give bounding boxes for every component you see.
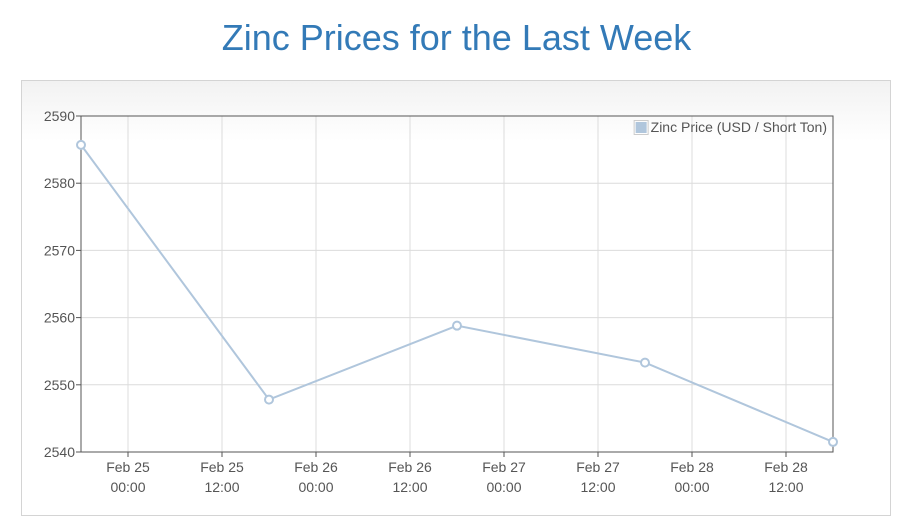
- y-tick-label: 2550: [44, 377, 75, 393]
- y-axis-ticks: 2540 2550 2560 2570 2580 2590: [44, 108, 81, 460]
- x-axis-ticks: Feb 25 00:00 Feb 25 12:00 Feb 26 00:00 Feb 26 1…: [106, 452, 808, 495]
- legend: Zinc Price (USD / Short Ton): [633, 119, 827, 135]
- legend-swatch-border: [633, 120, 649, 135]
- legend-swatch: [635, 122, 647, 133]
- x-tick-label-date: Feb 27: [576, 459, 620, 475]
- y-tick-label: 2570: [44, 242, 75, 258]
- x-tick-label-date: Feb 25: [106, 459, 150, 475]
- data-point[interactable]: [452, 320, 462, 331]
- x-tick-label-date: Feb 26: [388, 459, 432, 475]
- x-tick-label-date: Feb 28: [670, 459, 714, 475]
- data-point[interactable]: [264, 394, 274, 405]
- x-tick-label-time: 12:00: [204, 479, 239, 495]
- legend-label: Zinc Price (USD / Short Ton): [651, 119, 827, 135]
- series-line: [80, 144, 834, 443]
- x-tick-label-date: Feb 25: [200, 459, 244, 475]
- x-tick-label-date: Feb 28: [764, 459, 808, 475]
- x-tick-label-time: 00:00: [486, 479, 521, 495]
- x-tick-label-time: 12:00: [768, 479, 803, 495]
- data-point[interactable]: [828, 436, 838, 447]
- x-tick-label-time: 00:00: [674, 479, 709, 495]
- y-tick-label: 2590: [44, 108, 75, 124]
- x-tick-label-time: 12:00: [392, 479, 427, 495]
- series-layer: [76, 139, 838, 447]
- y-tick-label: 2540: [44, 444, 75, 460]
- x-tick-label-time: 00:00: [298, 479, 333, 495]
- x-tick-label-time: 12:00: [580, 479, 615, 495]
- chart-panel: 2540 2550 2560 2570 2580 2590 Feb 25 00:00 Feb …: [21, 80, 891, 516]
- page-title: Zinc Prices for the Last Week: [221, 17, 692, 58]
- data-point[interactable]: [640, 357, 650, 368]
- x-tick-label-date: Feb 27: [482, 459, 526, 475]
- grid-lines: [81, 115, 833, 453]
- data-point[interactable]: [76, 139, 86, 150]
- plot-area-frame: [80, 115, 834, 453]
- x-tick-label-date: Feb 26: [294, 459, 338, 475]
- y-tick-label: 2560: [44, 310, 75, 326]
- y-tick-label: 2580: [44, 175, 75, 191]
- x-tick-label-time: 00:00: [110, 479, 145, 495]
